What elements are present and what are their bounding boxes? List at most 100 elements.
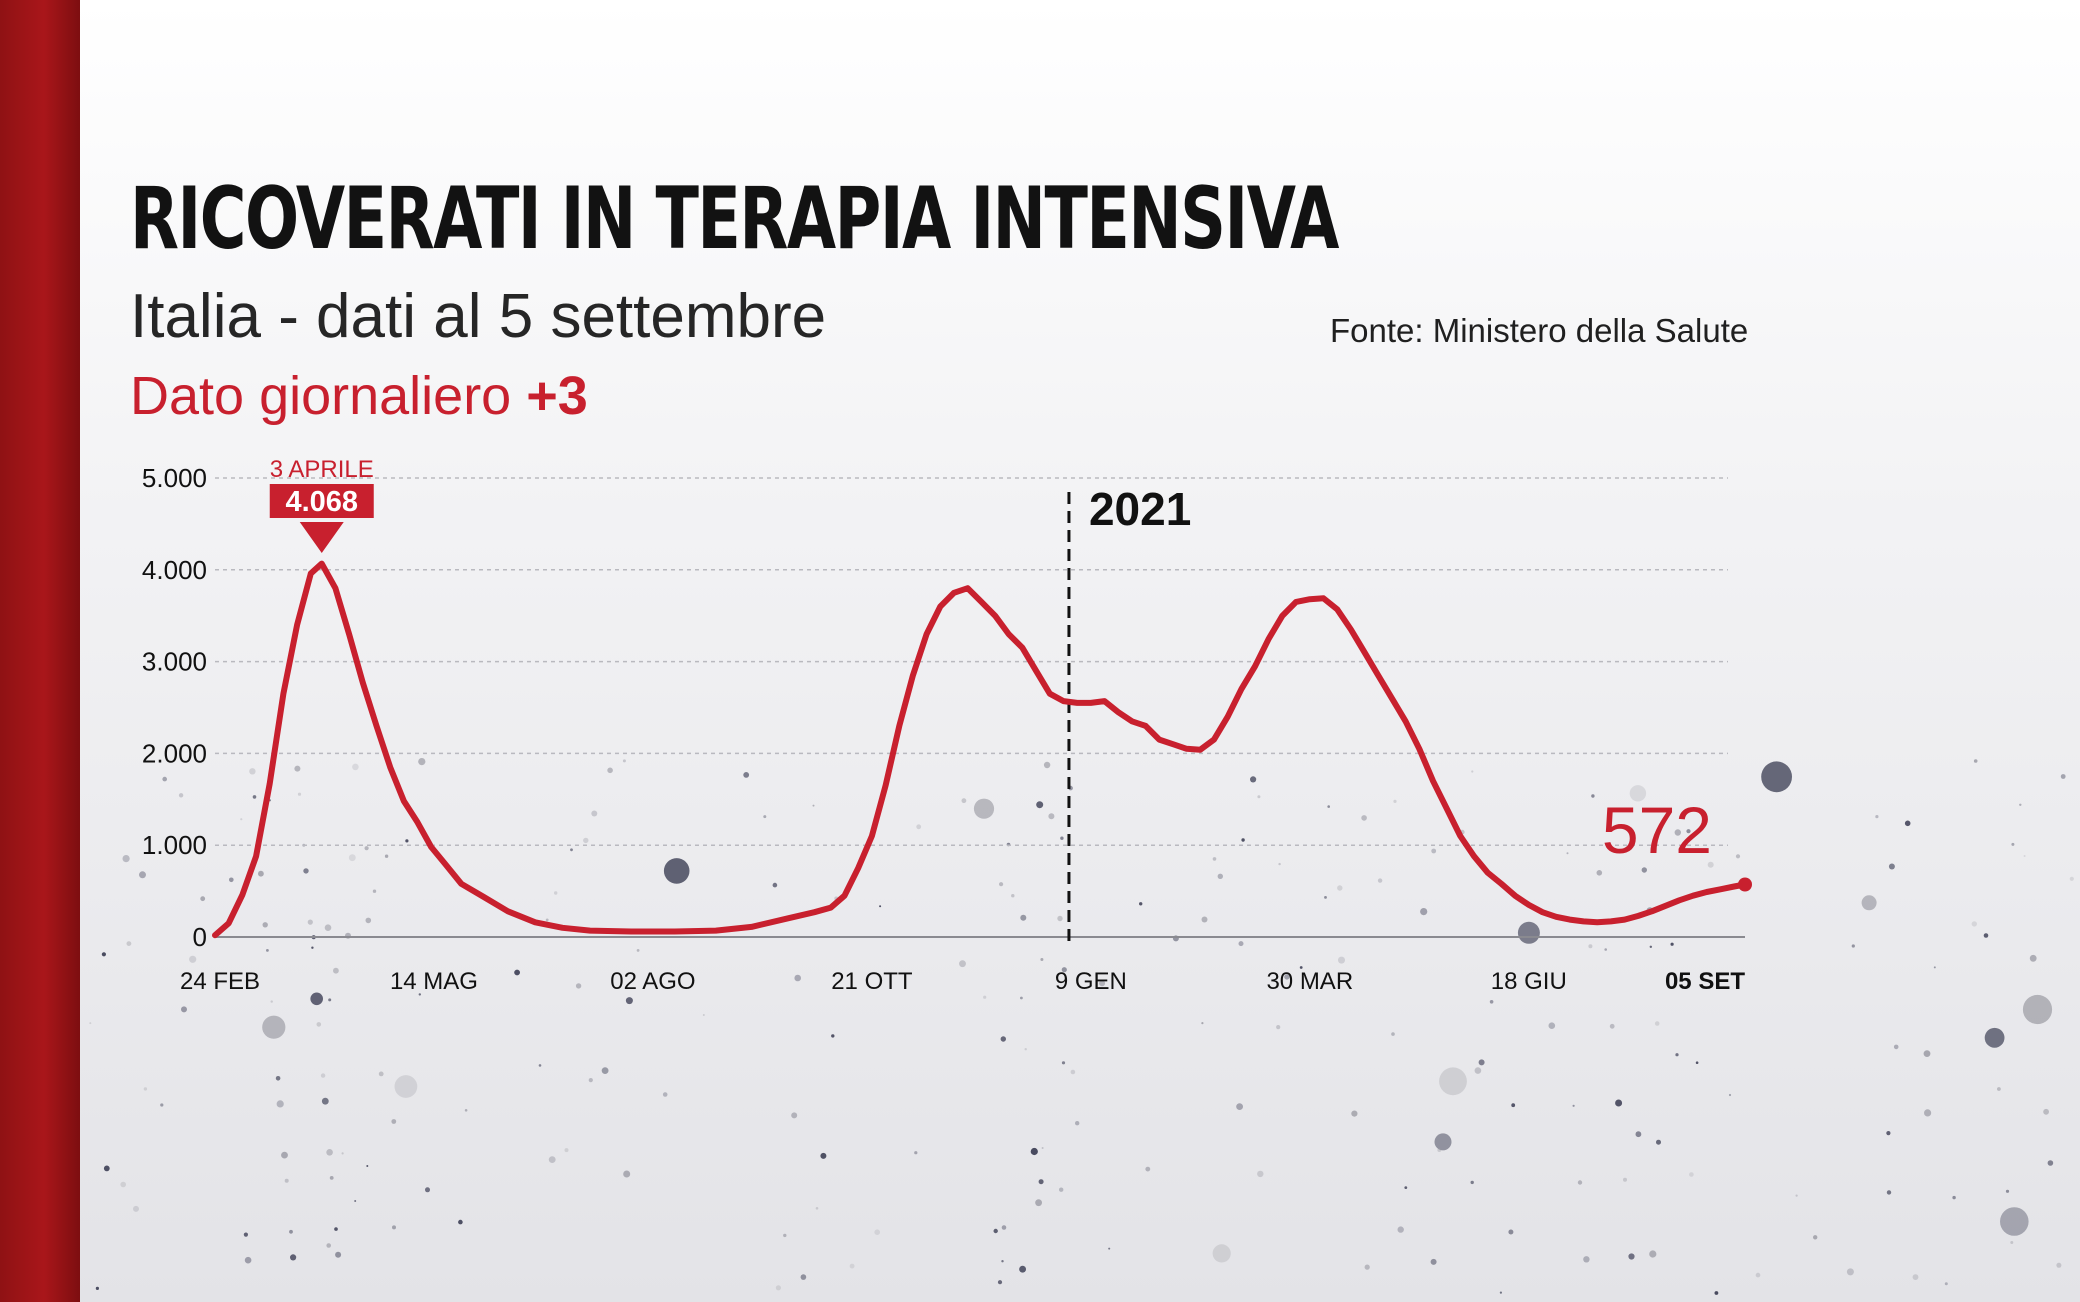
y-axis: 0 1.000 2.000 3.000 4.000 5.000: [142, 463, 207, 952]
background-dot: [999, 882, 1004, 887]
background-dot: [1048, 813, 1055, 820]
background-dot: [1201, 916, 1208, 923]
background-dot: [1019, 1265, 1026, 1273]
background-dot: [1489, 1000, 1494, 1004]
background-dot: [622, 759, 626, 763]
background-dot: [1434, 1133, 1452, 1151]
background-dot: [2043, 1108, 2049, 1115]
background-dot: [249, 768, 256, 775]
background-dot: [1059, 1187, 1064, 1192]
background-dot: [1588, 944, 1593, 949]
background-dot: [240, 818, 243, 821]
background-dot: [588, 1078, 593, 1083]
background-dot: [959, 960, 966, 968]
background-dot: [575, 983, 582, 989]
background-dot: [545, 918, 549, 922]
background-dot: [800, 1274, 807, 1280]
x-tick-label: 9 GEN: [1055, 968, 1127, 995]
background-dot: [2023, 855, 2026, 857]
background-dot: [1437, 1148, 1442, 1152]
background-dot: [341, 1152, 344, 1155]
background-dot: [916, 824, 922, 830]
background-dot: [139, 871, 146, 879]
background-dot: [258, 870, 264, 877]
background-dot: [1212, 1244, 1231, 1263]
background-dot: [1404, 1186, 1408, 1189]
background-dot: [997, 1280, 1003, 1285]
background-dot: [243, 1232, 248, 1237]
x-tick-label: 21 OTT: [831, 968, 913, 995]
background-dot: [1338, 956, 1345, 964]
background-dot: [1276, 1025, 1281, 1030]
background-dot: [607, 767, 613, 774]
background-dot: [1635, 1131, 1642, 1138]
background-dot: [392, 1225, 396, 1230]
background-dot: [311, 946, 314, 949]
background-dot: [1377, 878, 1383, 883]
background-dot: [276, 1100, 284, 1108]
background-dot: [1060, 836, 1064, 840]
background-dot: [815, 1207, 819, 1210]
x-tick-label: 30 MAR: [1266, 968, 1353, 995]
background-dot: [791, 1112, 798, 1119]
background-dot: [743, 772, 750, 778]
background-dot: [1674, 829, 1682, 836]
background-dot: [1041, 1147, 1044, 1149]
peak-value-label: 4.068: [285, 486, 358, 518]
background-dot: [1566, 852, 1569, 855]
background-dot: [1623, 1177, 1627, 1182]
background-dot: [270, 1000, 273, 1003]
background-dot: [200, 896, 206, 902]
background-dot: [458, 1219, 463, 1225]
y-tick-label: 1.000: [142, 830, 207, 860]
peak-pointer: [299, 522, 344, 553]
background-dot: [1478, 1059, 1485, 1066]
background-dot: [564, 1148, 569, 1153]
background-dot: [993, 1228, 998, 1234]
background-dot: [2047, 1160, 2054, 1166]
background-dot: [1924, 1109, 1932, 1117]
background-dot: [772, 882, 778, 888]
background-dot: [914, 1151, 918, 1155]
background-dot: [326, 1243, 332, 1248]
background-dot: [326, 1149, 333, 1156]
series-line: [212, 560, 1748, 939]
background-dot: [281, 1151, 288, 1159]
background-dot: [1983, 933, 1989, 938]
background-dot: [1628, 1253, 1635, 1260]
background-dot: [1337, 885, 1343, 891]
background-dot: [284, 1178, 289, 1183]
y-tick-label: 0: [193, 922, 207, 952]
background-dot: [1761, 761, 1792, 793]
background-dot: [1238, 941, 1244, 947]
background-dot: [2011, 842, 2015, 846]
background-dot: [394, 1075, 418, 1098]
daily-change-label: Dato giornaliero: [130, 366, 512, 426]
background-dot: [1944, 1282, 1948, 1286]
background-dot: [266, 949, 269, 952]
background-dot: [1572, 1104, 1575, 1107]
background-dot: [1933, 966, 1936, 969]
background-dot: [1577, 1180, 1583, 1185]
y-tick-label: 5.000: [142, 463, 207, 493]
background-dot: [794, 974, 801, 982]
background-dot: [1641, 867, 1648, 873]
background-dot: [1973, 759, 1978, 763]
background-dot: [405, 839, 409, 843]
daily-change-value: +3: [526, 366, 588, 426]
background-dot: [623, 1170, 631, 1178]
background-dot: [320, 1073, 326, 1078]
background-dot: [1327, 805, 1330, 808]
background-dot: [663, 858, 690, 884]
background-dot: [294, 765, 301, 772]
background-dot: [1686, 829, 1691, 834]
background-dot: [425, 1187, 430, 1193]
background-dot: [275, 1076, 281, 1081]
peak-value-box: [269, 484, 374, 518]
background-dot: [820, 1152, 827, 1159]
background-dot: [983, 995, 987, 999]
background-dot: [2022, 994, 2053, 1025]
background-dot: [1030, 1147, 1038, 1156]
background-dot: [101, 952, 106, 957]
background-dot: [1591, 794, 1595, 798]
